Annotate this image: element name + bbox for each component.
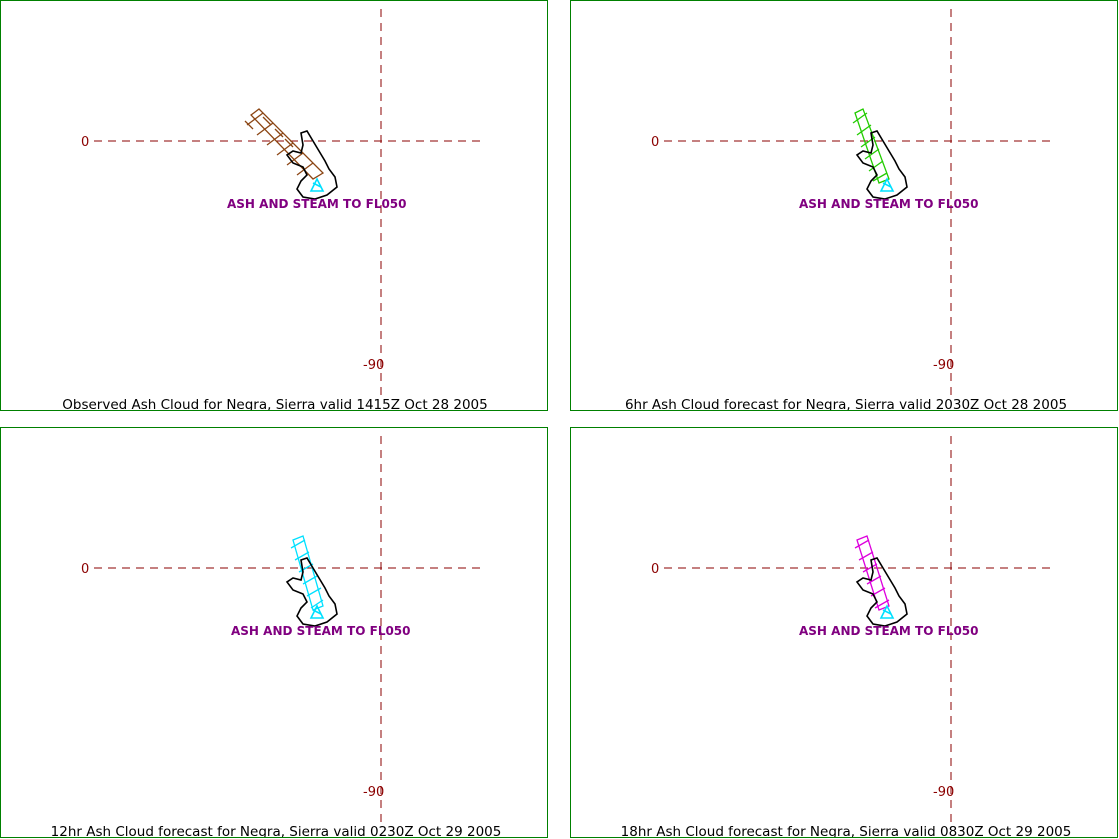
island-coastline	[855, 557, 908, 627]
ash-cloud-hatch	[854, 535, 890, 611]
lon-label: -90	[363, 785, 384, 800]
map-panel-forecast-6hr: 0 -90 ASH AND STEAM TO FL050 6hr Ash Clo…	[570, 0, 1118, 411]
plume-annotation: ASH AND STEAM TO FL050	[799, 197, 979, 211]
ash-cloud-hatch	[290, 535, 324, 611]
ash-map: 0 -90 ASH AND STEAM TO FL050 Observed As…	[62, 9, 488, 411]
map-panel-forecast-12hr: 0 -90 ASH AND STEAM TO FL050 12hr Ash Cl…	[0, 427, 548, 838]
panel-caption: 12hr Ash Cloud forecast for Negra, Sierr…	[51, 824, 502, 838]
ash-map: 0 -90 ASH AND STEAM TO FL050 12hr Ash Cl…	[51, 436, 502, 838]
panel-caption: 18hr Ash Cloud forecast for Negra, Sierr…	[621, 824, 1072, 838]
panel-caption: Observed Ash Cloud for Negra, Sierra val…	[62, 397, 487, 411]
volcano-marker	[879, 177, 895, 192]
lon-label: -90	[933, 785, 954, 800]
map-panel-observed: 0 -90 ASH AND STEAM TO FL050 Observed As…	[0, 0, 548, 411]
ash-cloud-hatch	[852, 108, 890, 184]
map-panel-forecast-18hr: 0 -90 ASH AND STEAM TO FL050 18hr Ash Cl…	[570, 427, 1118, 838]
plume-annotation: ASH AND STEAM TO FL050	[799, 624, 979, 638]
lon-label: -90	[933, 358, 954, 373]
lat-label: 0	[651, 135, 659, 150]
island-coastline	[855, 130, 908, 200]
volcano-marker	[309, 604, 325, 619]
lat-label: 0	[651, 562, 659, 577]
island-coastline	[285, 130, 338, 200]
plume-annotation: ASH AND STEAM TO FL050	[231, 624, 411, 638]
panel-caption: 6hr Ash Cloud forecast for Negra, Sierra…	[625, 397, 1067, 411]
island-coastline	[285, 557, 338, 627]
ash-map: 0 -90 ASH AND STEAM TO FL050 18hr Ash Cl…	[621, 436, 1072, 838]
ash-cloud-hatch	[244, 108, 325, 180]
lat-label: 0	[81, 135, 89, 150]
volcano-marker	[309, 177, 325, 192]
volcano-marker	[879, 604, 895, 619]
lon-label: -90	[363, 358, 384, 373]
lat-label: 0	[81, 562, 89, 577]
ash-map: 0 -90 ASH AND STEAM TO FL050 6hr Ash Clo…	[625, 9, 1067, 411]
plume-annotation: ASH AND STEAM TO FL050	[227, 197, 407, 211]
